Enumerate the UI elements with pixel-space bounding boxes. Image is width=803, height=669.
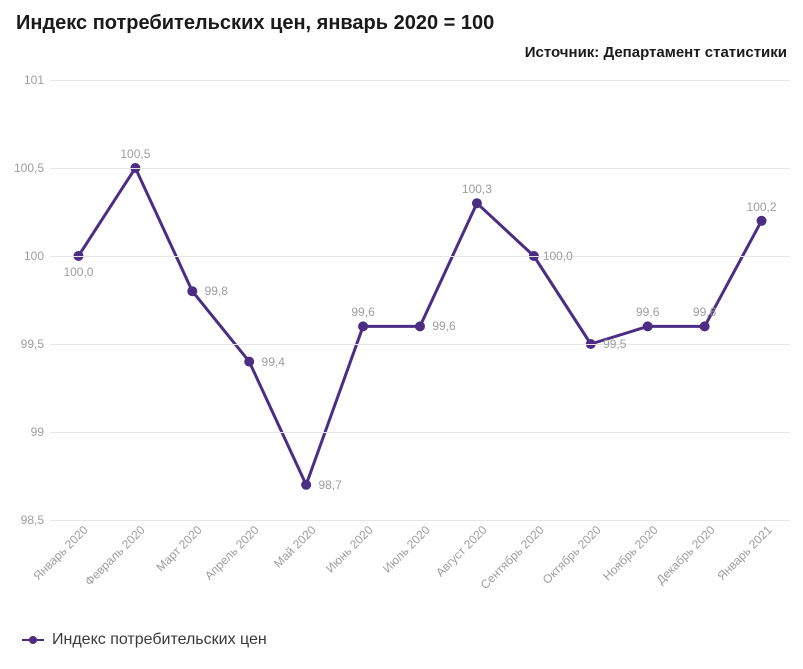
data-point — [472, 198, 482, 208]
y-axis-tick-label: 98,5 — [21, 513, 50, 527]
legend: Индекс потребительских цен — [22, 631, 267, 649]
value-label: 100,3 — [462, 182, 492, 196]
value-label: 99,8 — [205, 284, 228, 298]
data-point — [757, 216, 767, 226]
y-axis-tick-label: 99,5 — [21, 337, 50, 351]
x-axis-tick-label: Апрель 2020 — [202, 523, 262, 583]
data-point — [301, 480, 311, 490]
data-point — [700, 321, 710, 331]
data-point — [415, 321, 425, 331]
chart-source: Источник: Департамент статистики — [525, 44, 787, 61]
x-axis-tick-label: Февраль 2020 — [82, 523, 148, 589]
value-label: 98,7 — [318, 478, 341, 492]
value-label: 99,6 — [693, 305, 716, 319]
grid-line — [50, 256, 790, 257]
x-axis-tick-label: Ноябрь 2020 — [600, 523, 661, 584]
data-point — [643, 321, 653, 331]
x-axis-tick-label: Октябрь 2020 — [539, 523, 603, 587]
data-point — [187, 286, 197, 296]
data-point — [244, 357, 254, 367]
data-point — [358, 321, 368, 331]
value-label: 99,5 — [603, 337, 626, 351]
value-label: 99,6 — [351, 305, 374, 319]
x-axis-tick-label: Март 2020 — [154, 523, 205, 574]
chart-svg — [50, 80, 790, 520]
legend-marker — [22, 634, 44, 646]
value-label: 99,4 — [262, 355, 285, 369]
chart-title: Индекс потребительских цен, январь 2020 … — [16, 12, 494, 35]
value-label: 100,0 — [63, 265, 93, 279]
value-label: 100,5 — [120, 147, 150, 161]
value-label: 99,6 — [636, 305, 659, 319]
y-axis-tick-label: 101 — [24, 73, 50, 87]
x-axis-tick-label: Май 2020 — [271, 523, 319, 571]
x-axis-tick-label: Июнь 2020 — [323, 523, 376, 576]
value-label: 99,6 — [432, 319, 455, 333]
grid-line — [50, 80, 790, 81]
value-label: 100,2 — [747, 200, 777, 214]
x-axis-tick-label: Июль 2020 — [380, 523, 433, 576]
legend-label: Индекс потребительских цен — [52, 631, 267, 649]
x-axis-tick-label: Январь 2020 — [31, 523, 91, 583]
y-axis-tick-label: 100,5 — [14, 161, 50, 175]
y-axis-tick-label: 99 — [31, 425, 50, 439]
x-axis-tick-label: Декабрь 2020 — [653, 523, 717, 587]
y-axis-tick-label: 100 — [24, 249, 50, 263]
grid-line — [50, 520, 790, 521]
chart-plot-area: 98,59999,5100100,5101Январь 2020Февраль … — [50, 80, 790, 520]
value-label: 100,0 — [543, 249, 573, 263]
x-axis-tick-label: Август 2020 — [433, 523, 490, 580]
grid-line — [50, 168, 790, 169]
grid-line — [50, 344, 790, 345]
grid-line — [50, 432, 790, 433]
x-axis-tick-label: Январь 2021 — [714, 523, 774, 583]
